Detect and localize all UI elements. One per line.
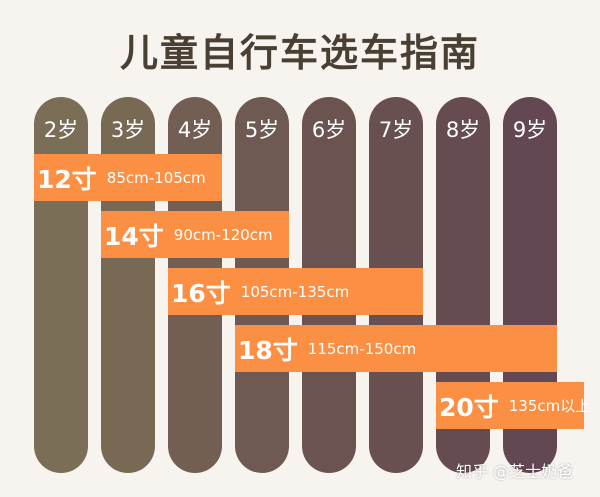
age-label-8: 8岁 <box>445 118 481 142</box>
size-bar-16: 16寸 105cm-135cm <box>168 268 423 315</box>
height-range: 85cm-105cm <box>106 168 206 187</box>
size-label: 18寸 <box>238 335 298 365</box>
size-label: 12寸 <box>37 164 97 194</box>
age-label-3: 3岁 <box>110 118 146 142</box>
size-bar-18: 18寸 115cm-150cm <box>235 325 557 372</box>
height-range: 90cm-120cm <box>173 225 273 244</box>
age-label-6: 6岁 <box>311 118 347 142</box>
page-title: 儿童自行车选车指南 <box>119 31 480 75</box>
watermark: 知乎 @芝士奶爸 <box>456 462 574 481</box>
height-range: 135cm以上 <box>508 397 591 415</box>
size-label: 20寸 <box>439 392 499 422</box>
age-label-2: 2岁 <box>43 118 79 142</box>
height-range: 105cm-135cm <box>240 282 350 301</box>
age-label-7: 7岁 <box>378 118 414 142</box>
age-label-5: 5岁 <box>244 118 280 142</box>
age-label-4: 4岁 <box>177 118 213 142</box>
size-bar-12: 12寸 85cm-105cm <box>34 154 222 201</box>
height-range: 115cm-150cm <box>307 339 417 358</box>
size-bar-20: 20寸 135cm以上 <box>436 382 590 429</box>
size-bar-14: 14寸 90cm-120cm <box>101 211 289 258</box>
size-label: 14寸 <box>104 221 164 251</box>
age-label-9: 9岁 <box>512 118 548 142</box>
size-label: 16寸 <box>171 278 231 308</box>
